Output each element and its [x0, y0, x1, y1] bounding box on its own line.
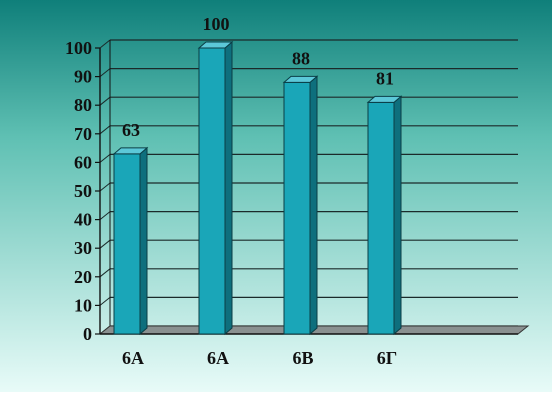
bar-top [282, 75, 319, 83]
y-tick-label: 60 [74, 152, 92, 172]
bar-1 [112, 146, 149, 336]
x-tick-label: 6А [207, 348, 229, 368]
data-label: 100 [203, 14, 230, 34]
bar-2 [197, 40, 234, 336]
y-tick-label: 100 [65, 38, 92, 58]
gridline-depth [99, 182, 111, 192]
gridline-depth [99, 39, 111, 49]
bar-4 [366, 95, 403, 336]
y-tick-label: 20 [74, 267, 92, 287]
bar-side [309, 75, 318, 336]
bar [198, 47, 226, 335]
bar [283, 81, 311, 335]
data-label: 88 [292, 48, 310, 68]
y-tick-label: 30 [74, 238, 92, 258]
gridline-depth [99, 68, 111, 77]
gridline-depth [99, 268, 111, 278]
data-label: 63 [122, 120, 140, 140]
bar-top [197, 41, 234, 49]
gridline-depth [99, 96, 111, 106]
y-tick-label: 70 [74, 124, 92, 144]
gridline-depth [99, 239, 111, 249]
gridline-depth [99, 211, 111, 220]
x-tick-label: 6Г [377, 348, 397, 368]
x-tick-label: 6А [122, 348, 144, 368]
bar [113, 153, 141, 335]
bar-3 [282, 75, 319, 336]
bar-side [224, 40, 233, 336]
y-tick-label: 0 [83, 324, 92, 344]
bar-top [366, 95, 403, 103]
data-label: 81 [376, 68, 394, 88]
y-tick-label: 40 [74, 210, 92, 230]
bar [367, 101, 395, 335]
gridline-depth [99, 297, 111, 306]
bar-top [112, 147, 149, 155]
y-tick-label: 50 [74, 181, 92, 201]
bar-side [139, 146, 148, 336]
y-tick-label: 10 [74, 295, 92, 315]
y-tick-label: 90 [74, 67, 92, 87]
gridline-depth [99, 125, 111, 135]
gridline-depth [99, 154, 111, 163]
bar-side [393, 95, 402, 336]
x-tick-label: 6В [292, 348, 313, 368]
y-tick-label: 80 [74, 95, 92, 115]
